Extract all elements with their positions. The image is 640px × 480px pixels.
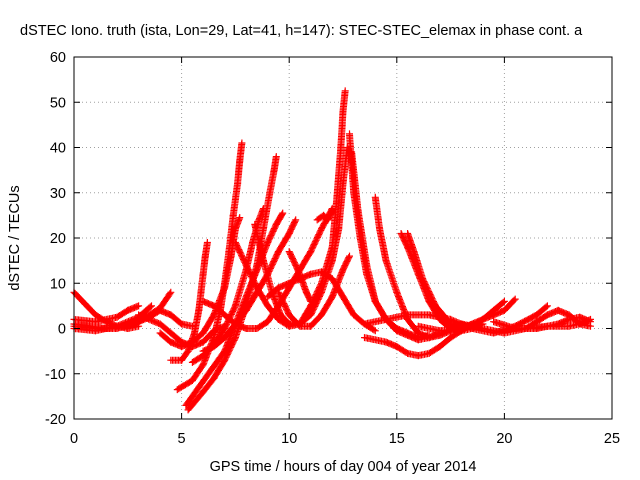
data-point — [345, 254, 353, 261]
data-point — [510, 296, 518, 304]
data-point — [307, 297, 315, 305]
series — [361, 320, 476, 360]
y-tick-label: 50 — [50, 95, 66, 111]
series — [167, 239, 211, 364]
series — [188, 205, 267, 366]
x-tick-label: 5 — [178, 431, 186, 447]
y-tick-label: 60 — [50, 50, 66, 66]
x-tick-label: 20 — [496, 431, 512, 447]
data-point — [587, 315, 594, 323]
data-point — [146, 303, 154, 311]
data-point — [231, 335, 239, 343]
y-tick-label: 30 — [50, 186, 66, 202]
data-point — [203, 239, 211, 246]
data-point — [238, 139, 246, 147]
data-point — [279, 209, 287, 217]
series — [173, 139, 246, 394]
x-tick-label: 0 — [70, 431, 78, 447]
y-tick-label: 40 — [50, 141, 66, 157]
data-point — [148, 302, 155, 310]
data-point — [236, 214, 244, 222]
series — [457, 306, 594, 337]
data-point — [135, 302, 143, 310]
data-point — [500, 297, 508, 305]
data-point — [167, 288, 175, 296]
axis-ticks: 0 5 10 15 20 25 -20 -10 0 10 20 30 40 50 60 — [45, 50, 620, 447]
y-tick-label: 10 — [50, 276, 66, 292]
data-point — [166, 290, 174, 298]
data-point — [292, 216, 300, 224]
data-point — [341, 87, 349, 95]
series — [522, 315, 594, 332]
y-tick-label: -20 — [45, 412, 66, 428]
chart-title: dSTEC Iono. truth (ista, Lon=29, Lat=41,… — [20, 23, 583, 39]
x-tick-label: 25 — [604, 431, 620, 447]
data-point — [370, 326, 378, 334]
y-tick-label: -10 — [45, 367, 66, 383]
data-point — [542, 303, 550, 311]
x-axis-label: GPS time / hours of day 004 of year 2014 — [210, 459, 477, 475]
y-axis-label: dSTEC / TECUs — [7, 185, 23, 290]
y-tick-label: 20 — [50, 231, 66, 247]
data-point — [317, 281, 325, 289]
data-point — [278, 210, 286, 218]
series — [313, 207, 336, 224]
x-tick-label: 10 — [281, 431, 297, 447]
x-tick-label: 15 — [389, 431, 405, 447]
data-point — [371, 327, 379, 335]
series — [371, 193, 465, 342]
data-point — [291, 217, 299, 225]
data-points — [70, 87, 594, 414]
data-point — [272, 153, 280, 161]
data-point — [346, 252, 353, 260]
data-point — [328, 207, 336, 215]
data-point — [499, 298, 507, 306]
series — [264, 268, 379, 335]
series — [199, 216, 300, 355]
data-point — [511, 295, 519, 303]
y-tick-label: 0 — [58, 322, 66, 338]
data-point — [543, 302, 551, 310]
series — [231, 144, 351, 330]
